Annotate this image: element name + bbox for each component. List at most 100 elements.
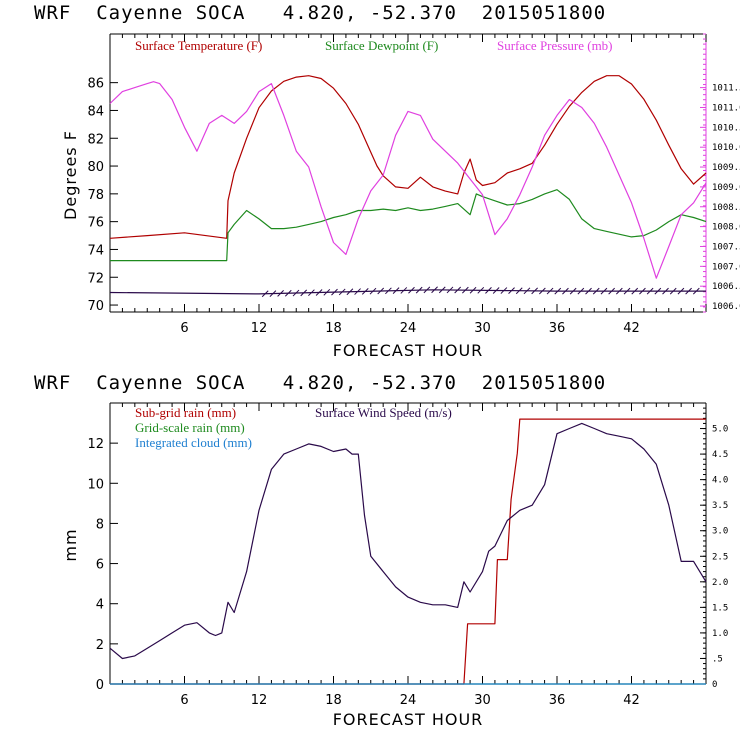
wind-barb bbox=[462, 286, 469, 294]
wind-barb bbox=[423, 286, 431, 294]
x-tick-label: 18 bbox=[325, 693, 342, 708]
wind-barb bbox=[408, 286, 415, 294]
x-tick-label: 24 bbox=[400, 693, 417, 708]
wind-barb bbox=[308, 289, 315, 297]
y-tick-label: 6 bbox=[96, 558, 104, 573]
y-tick-label: 70 bbox=[87, 299, 104, 314]
wind-barb bbox=[662, 287, 669, 295]
wind-barb bbox=[261, 290, 269, 298]
x-tick-label: 36 bbox=[549, 693, 566, 708]
y2-tick-label: 4.0 bbox=[712, 476, 728, 486]
y-tick-label: 0 bbox=[96, 678, 104, 693]
y2-tick-label: 1006.0 bbox=[712, 302, 740, 312]
wind-barb bbox=[346, 288, 354, 296]
wind-barb bbox=[546, 287, 554, 295]
wind-barb bbox=[446, 286, 454, 294]
wind-barb bbox=[477, 286, 485, 294]
x-tick-label: 12 bbox=[251, 693, 268, 708]
y2-tick-label: 1011.0 bbox=[712, 103, 740, 113]
y2-tick-label: 1007.0 bbox=[712, 262, 740, 272]
y2-tick-label: 1006.5 bbox=[712, 282, 740, 292]
wind-barb bbox=[431, 286, 438, 294]
wind-barb bbox=[323, 288, 331, 296]
y-tick-label: 86 bbox=[87, 77, 104, 92]
y-tick-label: 78 bbox=[87, 188, 104, 203]
legend-entry: Sub-grid rain (mm) bbox=[135, 405, 236, 420]
wind-barb bbox=[562, 287, 569, 295]
wind-barb bbox=[538, 287, 546, 295]
x-tick-label: 18 bbox=[325, 321, 342, 336]
wind-barb bbox=[608, 287, 615, 295]
temperature-line bbox=[109, 75, 707, 239]
y2-tick-label: 1008.5 bbox=[712, 203, 740, 213]
rain-wind-chart: 6 12 18 24 30 36 420246810120.51.01.52.02.53.0… bbox=[61, 402, 728, 729]
y2-tick-label: 1011.5 bbox=[712, 84, 740, 94]
wind-barb bbox=[554, 287, 562, 295]
legend-entry: Surface Temperature (F) bbox=[135, 38, 262, 53]
dewpoint-line bbox=[110, 189, 707, 262]
y2-tick-label: 5.0 bbox=[712, 425, 728, 435]
y2-tick-label: 1008.0 bbox=[712, 223, 740, 233]
y-tick-label: 76 bbox=[87, 216, 104, 231]
x-axis-title: FORECAST HOUR bbox=[333, 710, 484, 729]
x-axis-title: FORECAST HOUR bbox=[333, 341, 484, 360]
wind-barb bbox=[592, 287, 600, 295]
y2-tick-label: 3.5 bbox=[712, 501, 728, 511]
y2-tick-label: 1007.5 bbox=[712, 242, 740, 252]
wind-barb bbox=[615, 287, 623, 295]
wind-barb bbox=[585, 287, 592, 295]
x-tick-label: 30 bbox=[474, 693, 491, 708]
wind-barb bbox=[338, 288, 346, 296]
wind-barb bbox=[377, 287, 385, 295]
bottom-panel-title: WRF Cayenne SOCA 4.820, -52.370 20150518… bbox=[34, 372, 607, 394]
wind-barb bbox=[485, 287, 492, 294]
wind-barb bbox=[292, 289, 300, 297]
y2-tick-label: 1010.0 bbox=[712, 143, 740, 153]
wind-speed-line bbox=[109, 422, 707, 660]
wind-barb bbox=[269, 290, 277, 297]
wind-barb bbox=[369, 287, 377, 295]
wind-barb bbox=[385, 287, 392, 295]
wind-barb bbox=[277, 290, 284, 297]
wind-barb bbox=[523, 287, 531, 295]
x-tick-label: 12 bbox=[251, 321, 268, 336]
wind-barb bbox=[500, 287, 508, 294]
x-tick-label: 36 bbox=[549, 321, 566, 336]
legend-entry: Surface Pressure (mb) bbox=[497, 38, 613, 53]
wind-barb bbox=[531, 287, 539, 295]
wind-barb bbox=[400, 287, 408, 294]
wind-barb bbox=[300, 289, 308, 297]
wind-barb bbox=[469, 286, 477, 294]
wind-barb bbox=[492, 287, 500, 294]
x-tick-label: 42 bbox=[623, 321, 640, 336]
y-tick-label: 10 bbox=[87, 477, 104, 492]
wind-barb bbox=[646, 287, 654, 295]
wind-barb bbox=[315, 289, 323, 296]
wind-barb bbox=[692, 287, 700, 295]
y2-tick-label: 2.5 bbox=[712, 552, 728, 562]
y-tick-label: 72 bbox=[87, 271, 104, 286]
y2-tick-label: 1010.5 bbox=[712, 123, 740, 133]
wind-barb bbox=[631, 287, 639, 295]
wind-barb bbox=[569, 287, 577, 295]
wind-barb bbox=[284, 289, 292, 297]
y2-tick-label: 2.0 bbox=[712, 578, 728, 588]
wind-barb-baseline bbox=[109, 289, 706, 295]
pressure-line bbox=[109, 81, 707, 279]
y2-tick-label: .5 bbox=[712, 654, 723, 664]
wind-barb bbox=[623, 287, 631, 295]
legend-entry: Grid-scale rain (mm) bbox=[135, 420, 245, 435]
subgrid-rain-line bbox=[110, 418, 706, 685]
legend-entry: Surface Wind Speed (m/s) bbox=[315, 405, 452, 420]
wind-barb bbox=[331, 288, 338, 296]
y-tick-label: 12 bbox=[87, 437, 104, 452]
wind-barb bbox=[454, 286, 462, 294]
top-panel-title: WRF Cayenne SOCA 4.820, -52.370 20150518… bbox=[34, 2, 607, 24]
x-tick-label: 24 bbox=[400, 321, 417, 336]
y-axis-title: Degrees F bbox=[61, 130, 80, 220]
wind-barb bbox=[392, 287, 400, 294]
x-tick-label: 6 bbox=[180, 693, 188, 708]
y2-tick-label: 1009.5 bbox=[712, 163, 740, 173]
y-tick-label: 8 bbox=[96, 517, 104, 532]
y2-tick-label: 0 bbox=[712, 680, 717, 690]
